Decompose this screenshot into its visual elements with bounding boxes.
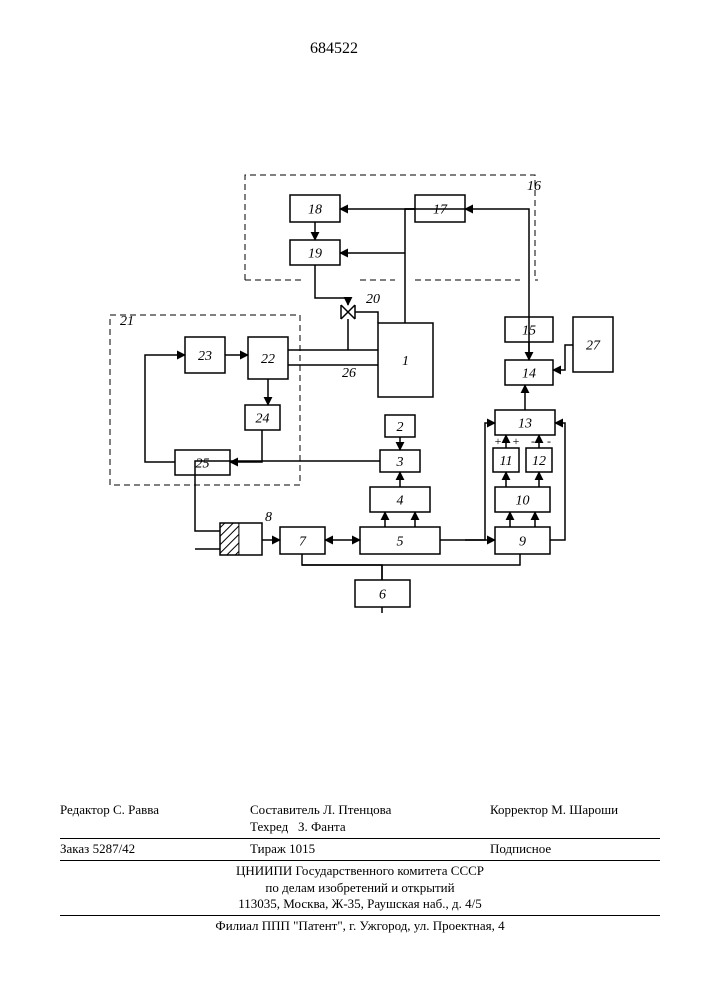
svg-text:8: 8 [265, 510, 272, 525]
editor-label: Редактор [60, 802, 110, 817]
footer-branch: Филиал ППП "Патент", г. Ужгород, ул. Про… [60, 916, 660, 937]
corrector-name: М. Шароши [551, 802, 618, 817]
svg-text:27: 27 [586, 339, 601, 354]
compiler-name: Л. Птенцова [323, 802, 391, 817]
svg-text:21: 21 [120, 314, 134, 329]
svg-text:3: 3 [396, 455, 404, 470]
svg-text:-: - [547, 434, 551, 448]
org-address: 113035, Москва, Ж-35, Раушская наб., д. … [60, 896, 660, 913]
svg-text:18: 18 [308, 203, 322, 218]
block-diagram: 1621123456789101112131415171819222324252… [90, 120, 620, 680]
svg-text:9: 9 [519, 535, 526, 550]
patent-number: 684522 [310, 40, 358, 58]
svg-text:20: 20 [366, 292, 380, 307]
print-num: 1015 [289, 841, 315, 856]
svg-text:6: 6 [379, 588, 386, 603]
svg-text:24: 24 [256, 412, 270, 427]
svg-text:-: - [531, 434, 535, 448]
footer: Редактор С. Равва Составитель Л. Птенцов… [60, 800, 660, 937]
footer-org: ЦНИИПИ Государственного комитета СССР по… [60, 861, 660, 917]
order-label: Заказ [60, 841, 89, 856]
svg-text:14: 14 [522, 367, 536, 382]
svg-text:10: 10 [516, 494, 530, 509]
tech-label: Техред [250, 819, 288, 834]
org-line1: ЦНИИПИ Государственного комитета СССР [60, 863, 660, 880]
svg-text:25: 25 [196, 457, 210, 472]
svg-text:+: + [513, 434, 520, 448]
print-label: Тираж [250, 841, 286, 856]
svg-text:13: 13 [518, 417, 532, 432]
corrector-label: Корректор [490, 802, 548, 817]
svg-text:+: + [495, 434, 502, 448]
svg-text:1: 1 [402, 354, 409, 369]
svg-text:26: 26 [342, 366, 356, 381]
svg-text:22: 22 [261, 352, 275, 367]
svg-text:2: 2 [397, 420, 404, 435]
svg-text:19: 19 [308, 247, 322, 262]
svg-text:16: 16 [527, 179, 541, 194]
order-num: 5287/42 [93, 841, 136, 856]
svg-text:7: 7 [299, 535, 307, 550]
footer-credits-row: Редактор С. Равва Составитель Л. Птенцов… [60, 800, 660, 839]
compiler-label: Составитель [250, 802, 320, 817]
svg-text:23: 23 [198, 349, 212, 364]
svg-text:12: 12 [532, 454, 546, 469]
svg-text:17: 17 [433, 203, 448, 218]
footer-order-row: Заказ 5287/42 Тираж 1015 Подписное [60, 839, 660, 861]
svg-text:4: 4 [397, 494, 404, 509]
svg-text:5: 5 [397, 535, 404, 550]
svg-text:11: 11 [500, 454, 513, 469]
editor-name: С. Равва [113, 802, 159, 817]
tech-name: З. Фанта [298, 819, 346, 834]
org-line2: по делам изобретений и открытий [60, 880, 660, 897]
page: 684522 162112345678910111213141517181922… [0, 0, 707, 1000]
subscription: Подписное [490, 841, 551, 856]
